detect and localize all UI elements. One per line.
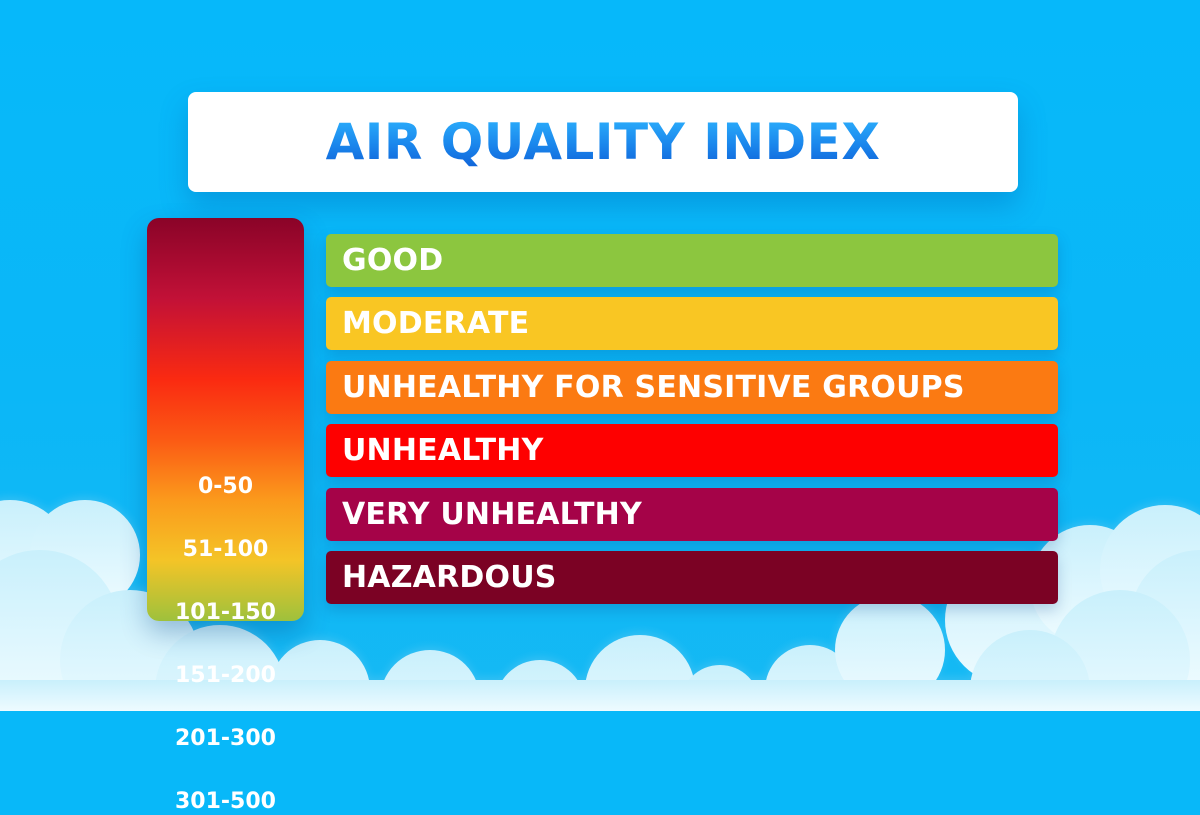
aqi-range-bar: 0-50 51-100 101-150 151-200 201-300 301-…: [147, 218, 304, 814]
aqi-level-hazardous: HAZARDOUS: [326, 551, 1058, 604]
range-label: 201-300: [175, 726, 276, 751]
aqi-level-moderate: MODERATE: [326, 297, 1058, 350]
title-card: AIR QUALITY INDEX: [188, 92, 1018, 192]
level-label: HAZARDOUS: [342, 560, 557, 595]
range-label: 0-50: [197, 474, 254, 499]
range-label: 101-150: [175, 600, 276, 625]
range-label: 51-100: [182, 537, 269, 562]
aqi-level-very-unhealthy: VERY UNHEALTHY: [326, 488, 1058, 541]
level-label: MODERATE: [342, 306, 530, 341]
aqi-level-good: GOOD: [326, 234, 1058, 287]
aqi-level-unhealthy: UNHEALTHY: [326, 424, 1058, 477]
range-label: 151-200: [175, 663, 276, 688]
aqi-level-unhealthy-sensitive: UNHEALTHY FOR SENSITIVE GROUPS: [326, 361, 1058, 414]
clouds-decoration: [0, 500, 1200, 711]
level-label: GOOD: [342, 243, 444, 278]
level-label: UNHEALTHY: [342, 433, 544, 468]
page-title: AIR QUALITY INDEX: [325, 113, 881, 171]
level-label: UNHEALTHY FOR SENSITIVE GROUPS: [342, 370, 965, 405]
range-label: 301-500: [175, 789, 276, 814]
level-label: VERY UNHEALTHY: [342, 497, 642, 532]
